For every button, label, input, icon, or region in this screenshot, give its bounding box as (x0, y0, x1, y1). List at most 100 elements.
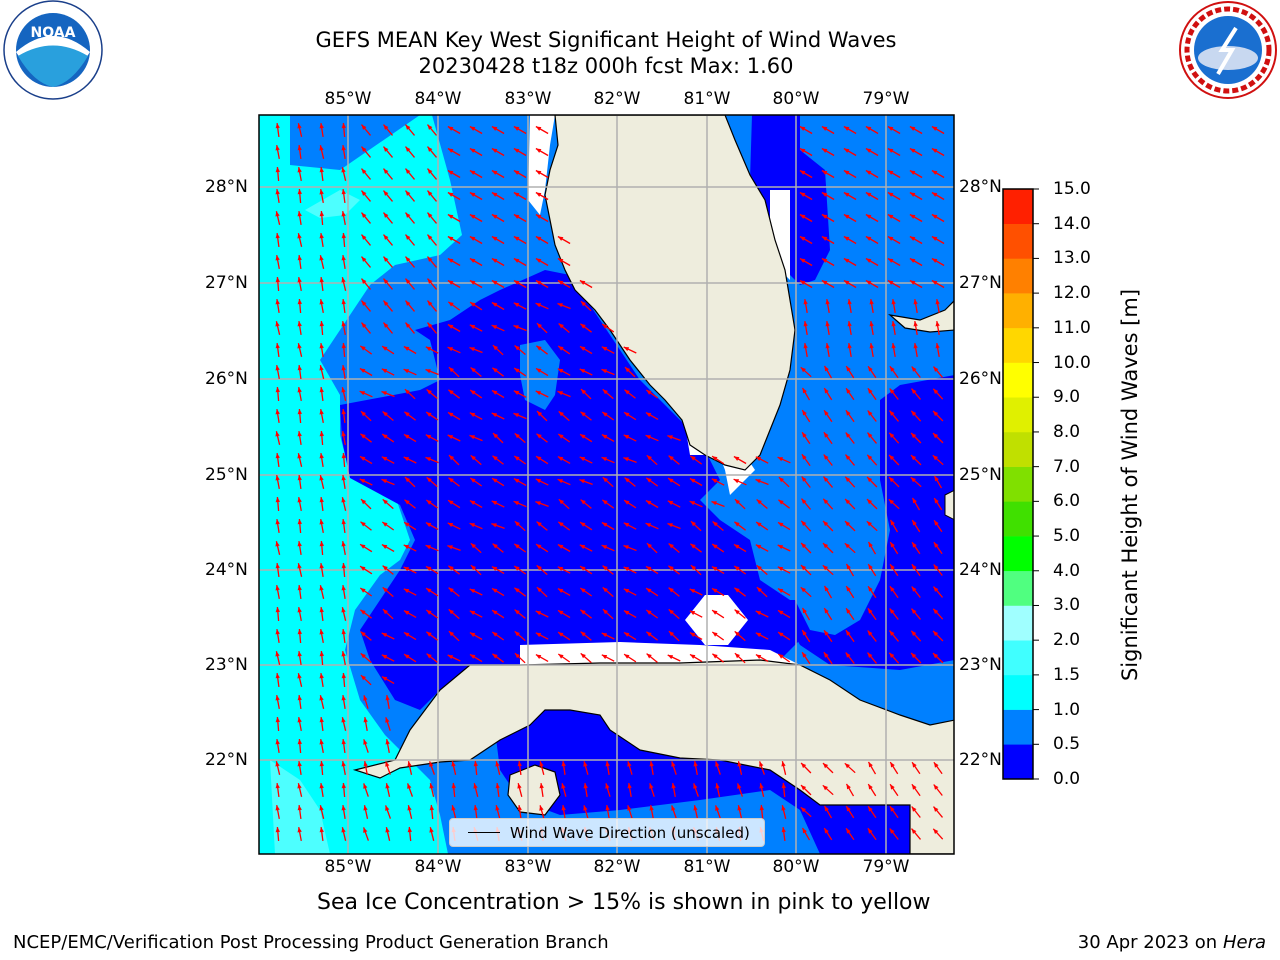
wind-arrow-head (801, 565, 807, 571)
wind-arrow-head (319, 233, 324, 239)
wind-arrow-head (845, 476, 851, 482)
wind-arrow-head (847, 321, 852, 327)
land-florida (544, 115, 796, 471)
wind-arrow-head (867, 388, 873, 394)
wind-arrow-head (297, 585, 302, 591)
wind-arrow-head (514, 609, 520, 615)
wind-arrow-head (909, 170, 916, 175)
wind-arrow-head (825, 299, 830, 305)
wind-arrow-head (887, 258, 894, 263)
wind-arrow-head (319, 255, 324, 261)
wind-arrow-head (381, 479, 387, 484)
wind-arrow-head (319, 673, 324, 679)
wind-arrow-head (821, 126, 828, 131)
lat-label-left: 23°N (205, 655, 248, 675)
colorbar-segment (1003, 536, 1033, 572)
wind-arrow-head (469, 148, 476, 153)
wind-arrow-head (407, 761, 412, 767)
colorbar-segment (1003, 189, 1033, 225)
lat-label-right: 24°N (959, 560, 1002, 580)
wind-arrow-head (933, 411, 939, 417)
lon-label-bottom: 83°W (504, 857, 552, 877)
wind-arrow-head (799, 148, 806, 153)
wind-arrow-head (517, 783, 522, 789)
wind-arrow-head (297, 387, 302, 393)
wind-arrow-head (668, 609, 674, 615)
wind-arrow-head (933, 762, 939, 768)
wind-arrow-head (580, 588, 586, 593)
wind-arrow-head (823, 432, 829, 438)
lon-label-bottom: 82°W (593, 857, 641, 877)
wind-arrow-head (275, 255, 280, 261)
wind-arrow-head (361, 190, 367, 196)
wind-arrow-head (535, 391, 542, 396)
wind-arrow-head (867, 608, 873, 614)
wind-arrow-head (558, 521, 564, 527)
land-cuba (352, 659, 954, 854)
wind-arrow-head (429, 827, 434, 833)
wind-arrow-head (778, 610, 784, 615)
wind-arrow-head (297, 321, 302, 327)
wind-arrow-head (513, 390, 520, 395)
wind-arrow-head (491, 566, 498, 571)
wind-arrow-head (601, 545, 608, 550)
wind-arrow-head (558, 323, 564, 329)
lat-label-right: 27°N (959, 273, 1002, 293)
wind-arrow-head (297, 695, 302, 701)
wind-arrow-head (557, 280, 564, 285)
wind-arrow-head (319, 123, 324, 129)
colorbar-segment (1003, 327, 1033, 363)
wind-arrow-head (867, 454, 873, 460)
wind-arrow-head (890, 564, 895, 570)
wind-arrow-head (447, 324, 454, 329)
wind-arrow-head (341, 695, 346, 701)
wind-arrow-head (341, 629, 346, 635)
wind-arrow-head (843, 236, 850, 241)
wind-arrow-head (447, 214, 454, 219)
wind-arrow-head (931, 192, 938, 197)
wind-arrow-head (427, 278, 433, 284)
wind-arrow-head (469, 214, 476, 219)
wind-arrow-head (557, 258, 564, 263)
wind-arrow-head (513, 258, 520, 263)
wind-arrow-head (693, 761, 698, 767)
wind-arrow-head (383, 190, 389, 196)
wind-arrow-head (712, 456, 718, 461)
wind-arrow-head (535, 501, 541, 506)
wind-arrow-head (319, 519, 324, 525)
wind-arrow-head (557, 566, 564, 572)
wind-arrow-head (646, 653, 652, 659)
wind-arrow-head (561, 761, 566, 767)
wind-arrow-head (623, 434, 630, 440)
wind-arrow-head (822, 785, 828, 791)
wind-arrow-head (363, 761, 368, 767)
wind-arrow-head (492, 632, 498, 637)
wind-arrow-head (867, 828, 873, 834)
wind-arrow-head (890, 762, 895, 768)
wind-arrow-head (404, 632, 410, 637)
wind-arrow-head (909, 236, 916, 241)
wind-arrow-head (319, 453, 324, 459)
wind-arrow-head (404, 434, 410, 439)
colorbar-segment (1003, 709, 1033, 745)
colorbar-segment (1003, 362, 1033, 398)
wind-arrow-head (931, 126, 938, 131)
wind-arrow-head (889, 828, 895, 834)
wind-arrow-head (297, 189, 302, 195)
wind-arrow-head (426, 610, 432, 615)
wind-arrow-head (404, 389, 410, 395)
lat-label-left: 28°N (205, 177, 248, 197)
wind-arrow-head (383, 300, 389, 306)
wind-arrow-head (514, 368, 520, 373)
wind-arrow-head (824, 630, 829, 636)
wind-arrow-head (469, 412, 476, 417)
wind-arrow-head (382, 587, 388, 593)
wind-arrow-head (867, 630, 873, 636)
wind-arrow-head (690, 543, 696, 549)
wind-arrow-head (275, 673, 280, 679)
wind-arrow-head (802, 432, 807, 438)
wind-arrow-head (823, 454, 829, 460)
wind-arrow-head (557, 588, 564, 593)
wind-arrow-head (581, 389, 587, 395)
wind-arrow-head (491, 413, 498, 418)
